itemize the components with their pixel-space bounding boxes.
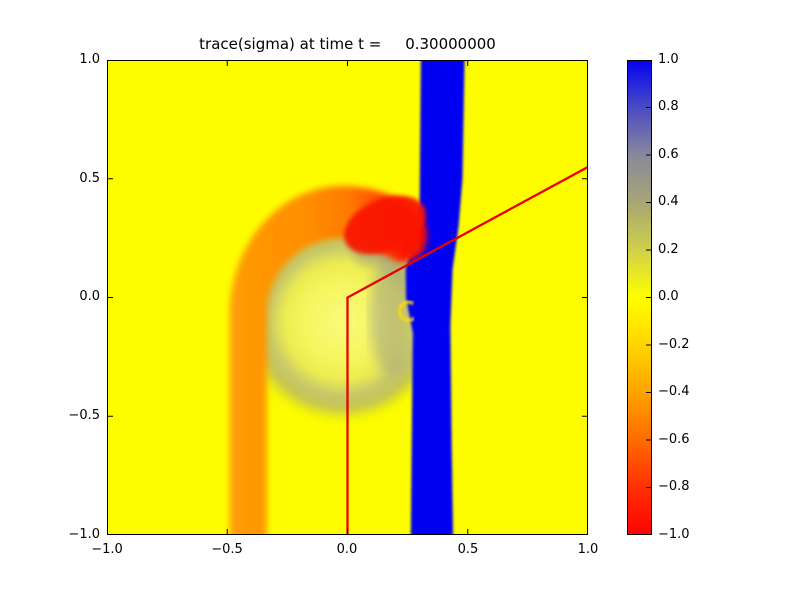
blue-band [405, 60, 465, 535]
x-tick-label: −0.5 [211, 542, 243, 557]
colorbar-tick-label: −0.2 [658, 337, 690, 352]
plot-frame [107, 60, 588, 535]
gray-shadow-right [370, 255, 410, 375]
heatmap-canvas [107, 60, 588, 535]
x-tick-label: 1.0 [577, 542, 599, 557]
x-tick-label: −1.0 [91, 542, 123, 557]
colorbar-tick-label: −0.4 [658, 384, 690, 399]
y-tick-label: −1.0 [68, 527, 100, 542]
y-tick-label: 0.0 [79, 289, 100, 304]
y-tick-label: −0.5 [68, 408, 100, 423]
colorbar-tick-label: 0.6 [658, 147, 679, 162]
colorbar-frame [627, 60, 652, 535]
colorbar-tick-label: −0.8 [658, 479, 690, 494]
x-tick-label: 0.0 [336, 542, 358, 557]
heatmap-plot [107, 60, 588, 535]
colorbar-tick-label: 0.2 [658, 242, 679, 257]
colorbar-tick-label: −0.6 [658, 432, 690, 447]
colorbar-tick-label: −1.0 [658, 527, 690, 542]
red-spiral-tip [344, 195, 426, 255]
yellow-curl [397, 300, 415, 322]
x-tick-label: 0.5 [457, 542, 479, 557]
plot-title: trace(sigma) at time t = 0.30000000 [199, 35, 496, 53]
y-tick-label: 1.0 [79, 52, 100, 67]
y-tick-label: 0.5 [79, 171, 100, 186]
colorbar-canvas [627, 60, 652, 535]
colorbar [627, 60, 652, 535]
overlay-line [346, 165, 588, 535]
colorbar-tick-label: 0.0 [658, 289, 679, 304]
colorbar-ticks [646, 107, 652, 488]
colorbar-tick-label: 1.0 [658, 52, 679, 67]
colorbar-tick-label: 0.4 [658, 194, 679, 209]
colorbar-tick-label: 0.8 [658, 99, 679, 114]
